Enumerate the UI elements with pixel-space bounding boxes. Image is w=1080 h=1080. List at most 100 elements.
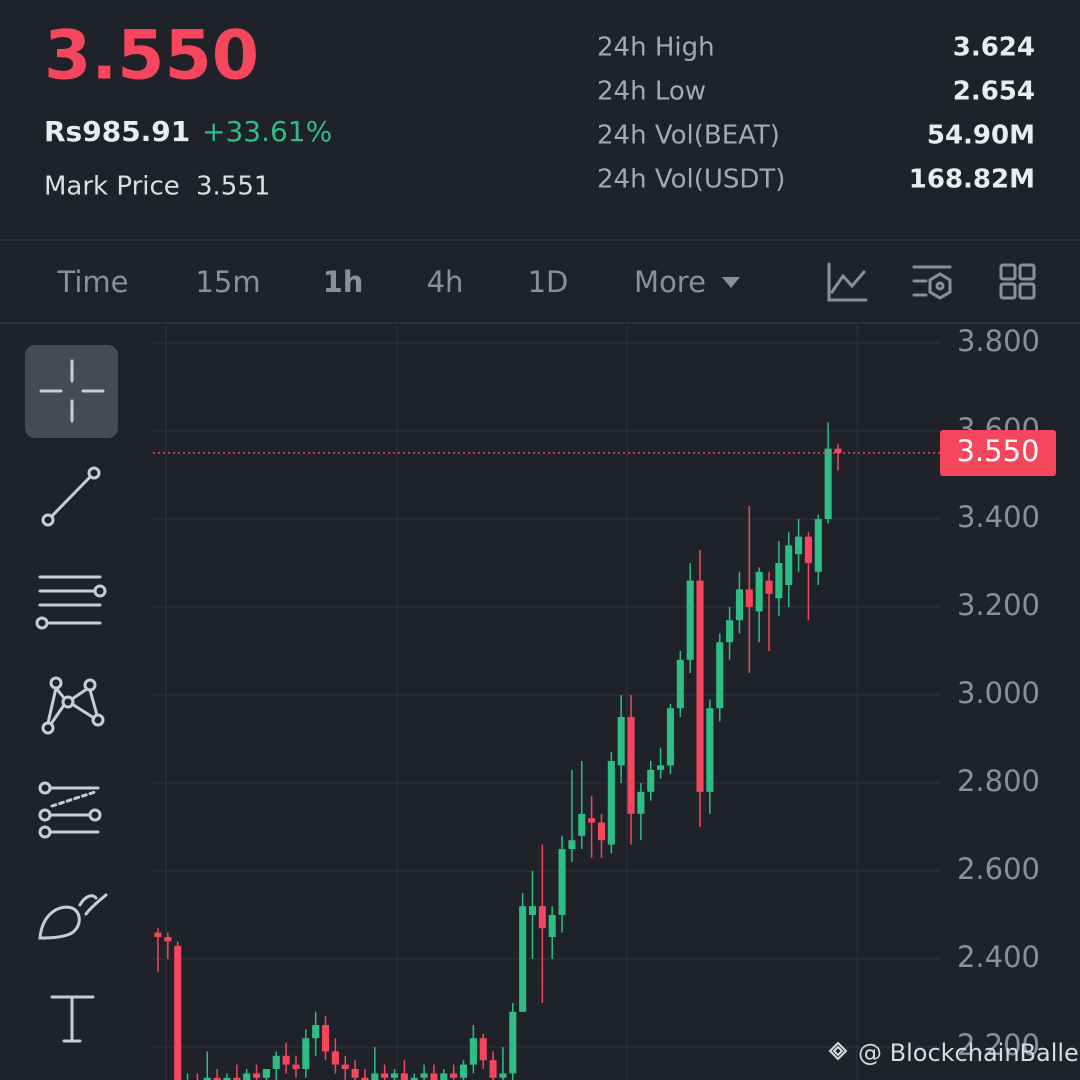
candle-body: [804, 536, 812, 564]
candle-body: [627, 717, 635, 814]
interval-tab[interactable]: 1D: [528, 265, 569, 299]
pattern-tool[interactable]: [41, 676, 105, 735]
candle-body: [272, 1055, 280, 1070]
candle-body: [765, 580, 773, 594]
grid: [153, 342, 940, 1048]
candle-body: [292, 1064, 300, 1070]
dropdown-arrow: [722, 277, 740, 288]
candle-body: [775, 563, 783, 599]
candle-body: [469, 1038, 477, 1065]
fib-tool[interactable]: [38, 781, 102, 839]
y-axis: 2.2002.4002.6002.8003.0003.2003.4003.600…: [940, 324, 1056, 1062]
candle-body: [696, 580, 704, 792]
indicator-icon[interactable]: [827, 262, 868, 302]
candle-body: [341, 1064, 349, 1070]
y-tick-label: 2.800: [957, 764, 1040, 798]
candle-body: [706, 708, 714, 792]
time-grid: [165, 325, 858, 1080]
candle-body: [716, 642, 724, 709]
stat-label: 24h Vol(BEAT): [597, 121, 780, 151]
candle-body: [676, 659, 684, 709]
y-tick-label: 2.600: [957, 852, 1040, 886]
stat-label: 24h Vol(USDT): [597, 165, 785, 195]
stats: 24h High 3.624 24h Low 2.654 24h Vol(BEAT) 54…: [597, 33, 1035, 195]
candle-body: [755, 571, 763, 612]
candle-body: [420, 1073, 428, 1078]
candle-body: [262, 1069, 270, 1078]
candle-body: [390, 1073, 399, 1078]
candle-body: [459, 1064, 468, 1078]
y-tick-label: 3.200: [957, 588, 1040, 622]
settings-icon[interactable]: [912, 265, 952, 300]
candle-body: [795, 536, 803, 555]
stat-value: 54.90M: [927, 121, 1035, 151]
candle-body: [302, 1038, 310, 1070]
parallel-lines-tool[interactable]: [35, 575, 107, 630]
candle-body: [312, 1025, 320, 1039]
candle-body: [597, 822, 606, 841]
crosshair-button[interactable]: [25, 345, 118, 438]
candle-body: [834, 448, 842, 454]
candle-body: [824, 448, 832, 520]
candle-body: [243, 1073, 251, 1080]
candle-body: [381, 1073, 389, 1078]
candle-body: [213, 1077, 221, 1080]
candle-body: [578, 813, 586, 836]
crosshair-icon[interactable]: [39, 359, 105, 423]
y-tick-label: 3.400: [957, 500, 1040, 534]
candle-body: [509, 1011, 517, 1074]
candle-body: [538, 906, 546, 929]
interval-tab[interactable]: 15m: [195, 265, 260, 299]
candle-body: [489, 1060, 497, 1078]
candle-body: [637, 791, 645, 814]
candle-body: [233, 1077, 241, 1080]
candle-body: [371, 1073, 379, 1080]
candle-body: [568, 840, 576, 850]
candle-body: [519, 906, 527, 1012]
candle-body: [785, 545, 793, 586]
interval-tab[interactable]: 1h: [323, 265, 364, 299]
candle-body: [607, 761, 615, 845]
candle-body: [588, 818, 596, 823]
watermark-text: @ BlockchainBaller: [858, 1039, 1080, 1067]
interval-tab[interactable]: More: [634, 265, 706, 299]
candle-body: [558, 849, 566, 916]
y-tick-label: 2.400: [957, 940, 1040, 974]
candle-body: [164, 937, 172, 942]
candle-body: [430, 1073, 438, 1080]
candle-body: [745, 589, 753, 608]
y-tick-label: 3.000: [957, 676, 1040, 710]
plot: [153, 422, 940, 1080]
interval-tab[interactable]: Time: [57, 265, 129, 299]
last-price: 3.550: [44, 17, 259, 96]
fiat-price: Rs985.91: [44, 115, 190, 148]
candle-body: [657, 765, 665, 770]
candle-body: [814, 519, 822, 572]
trendline-tool[interactable]: [41, 466, 101, 527]
candle-body: [440, 1073, 448, 1080]
candle-body: [253, 1073, 261, 1078]
candle-body: [450, 1073, 458, 1078]
last-price-tag: [940, 430, 1056, 477]
watermark: @ BlockchainBaller: [828, 1039, 1080, 1067]
stat-value: 2.654: [953, 77, 1035, 107]
brush-tool[interactable]: [38, 893, 108, 940]
price-change: +33.61%: [202, 115, 332, 148]
candle-body: [400, 1073, 408, 1080]
stat-value: 168.82M: [909, 165, 1035, 195]
candle-body: [331, 1051, 339, 1065]
candle-body: [686, 580, 694, 660]
layout-icon[interactable]: [999, 263, 1036, 300]
text-tool[interactable]: [50, 995, 95, 1043]
interval-tab[interactable]: 4h: [427, 265, 464, 299]
candle-body: [223, 1077, 231, 1080]
mark-price: 3.551: [196, 172, 270, 202]
mark-price-label: Mark Price: [44, 172, 180, 202]
stat-value: 3.624: [953, 33, 1035, 63]
candle-body: [617, 717, 625, 766]
candle-body: [735, 589, 743, 621]
candle-body: [499, 1073, 507, 1078]
